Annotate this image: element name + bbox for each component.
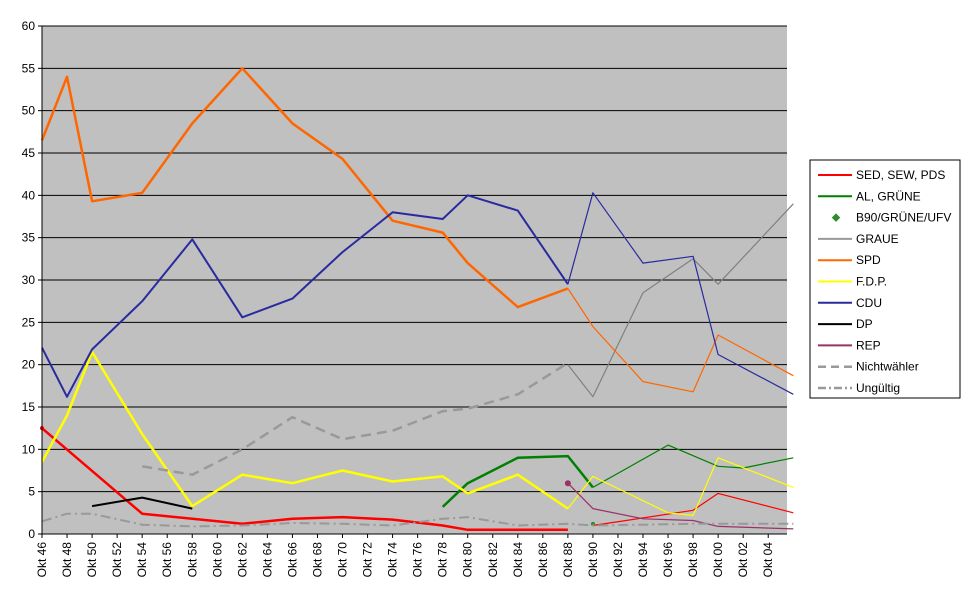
x-tick-label: Okt 70 [336, 542, 350, 578]
legend-label: SPD [856, 253, 881, 267]
x-tick-label: Okt 52 [110, 542, 124, 578]
y-tick-label: 50 [22, 104, 36, 118]
legend-label: Nichtwähler [856, 360, 919, 374]
x-tick-label: Okt 66 [285, 542, 299, 578]
series-line [567, 457, 794, 516]
y-tick-label: 5 [28, 485, 35, 499]
x-tick-label: Okt 94 [636, 542, 650, 578]
series-line [592, 444, 794, 488]
x-tick-label: Okt 72 [361, 542, 375, 578]
x-tick-label: Okt 96 [661, 542, 675, 578]
x-tick-label: Okt 88 [561, 542, 575, 578]
x-tick-label: Okt 54 [135, 542, 149, 578]
legend-label: CDU [856, 296, 882, 310]
y-axis: 0 5 10 15 20 25 30 35 40 45 50 55 60 [22, 19, 43, 541]
legend-label: SED, SEW, PDS [856, 168, 945, 182]
series-layer [40, 67, 794, 532]
y-tick-label: 0 [28, 527, 35, 541]
series-line [141, 361, 569, 476]
x-axis: Okt 46 Okt 48 Okt 50 Okt 52 Okt 54 Okt 56 Okt … [35, 533, 787, 578]
series-line [567, 288, 794, 393]
y-tick-label: 55 [22, 61, 36, 75]
series-line [41, 194, 569, 398]
series-point [564, 480, 571, 487]
x-tick-label: Okt 02 [736, 542, 750, 578]
y-tick-label: 35 [22, 231, 36, 245]
series-line [567, 482, 794, 530]
series-line [567, 203, 794, 398]
legend-box [809, 159, 961, 399]
y-tick-label: 20 [22, 358, 36, 372]
x-tick-label: Okt 82 [486, 542, 500, 578]
series-line [592, 492, 794, 527]
x-tick-label: Okt 58 [185, 542, 199, 578]
series-line [41, 427, 568, 532]
legend-label: DP [856, 317, 873, 331]
x-tick-label: Okt 74 [386, 542, 400, 578]
legend-label: B90/GRÜNE/UFV [856, 211, 951, 225]
legend-label: F.D.P. [856, 275, 887, 289]
legend-label: Ungültig [856, 381, 900, 395]
x-tick-label: Okt 56 [160, 542, 174, 578]
y-tick-label: 15 [22, 400, 36, 414]
legend: SED, SEW, PDS AL, GRÜNE B90/GRÜNE/UFV GRAUE… [809, 159, 961, 399]
x-tick-label: Okt 46 [35, 542, 49, 578]
series-line [91, 496, 193, 510]
y-tick-label: 45 [22, 146, 36, 160]
x-tick-label: Okt 80 [461, 542, 475, 578]
x-tick-label: Okt 48 [60, 542, 74, 578]
series-line [441, 454, 594, 508]
x-tick-label: Okt 92 [611, 542, 625, 578]
x-tick-label: Okt 76 [411, 542, 425, 578]
y-tick-label: 60 [22, 19, 36, 33]
series-line [40, 67, 569, 309]
series-line [567, 192, 794, 395]
x-tick-label: Okt 78 [436, 542, 450, 578]
x-tick-label: Okt 86 [536, 542, 550, 578]
x-tick-label: Okt 00 [711, 542, 725, 578]
series-line [40, 350, 569, 510]
y-tick-label: 30 [22, 273, 36, 287]
y-tick-label: 25 [22, 315, 36, 329]
legend-label: AL, GRÜNE [856, 189, 921, 203]
x-tick-label: Okt 90 [586, 542, 600, 578]
legend-label: REP [856, 338, 881, 352]
legend-label: GRAUE [856, 232, 899, 246]
y-tick-label: 40 [22, 188, 36, 202]
x-tick-label: Okt 98 [686, 542, 700, 578]
x-tick-label: Okt 84 [511, 542, 525, 578]
x-tick-label: Okt 64 [260, 542, 274, 578]
x-tick-label: Okt 68 [310, 542, 324, 578]
gridlines [42, 25, 787, 535]
y-tick-label: 10 [22, 442, 36, 456]
x-tick-label: Okt 04 [761, 542, 775, 578]
x-tick-label: Okt 60 [210, 542, 224, 578]
x-tick-label: Okt 62 [235, 542, 249, 578]
x-tick-label: Okt 50 [85, 542, 99, 578]
